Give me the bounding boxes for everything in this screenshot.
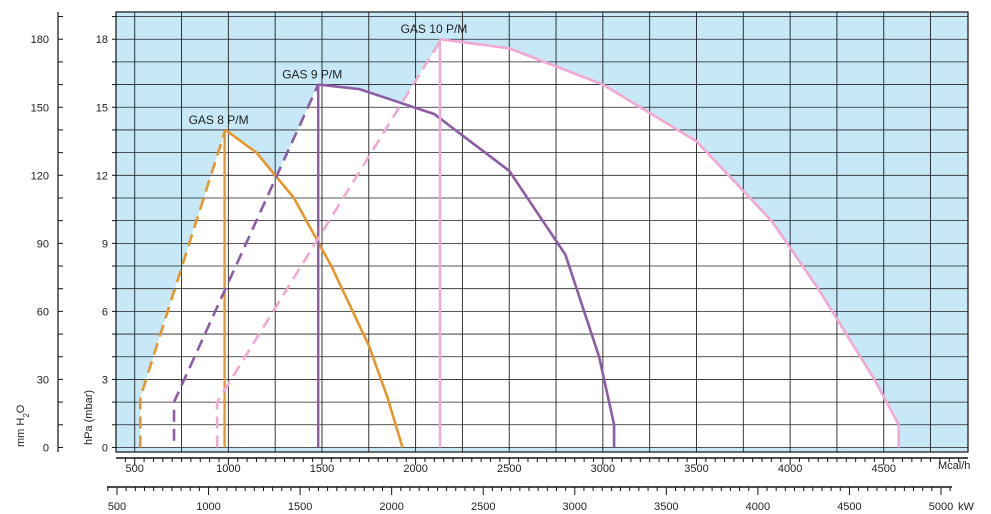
y2tick-label-150: 150 <box>31 102 49 114</box>
x-secondary-axis: 500 1000 1500 2000 2500 3000 3500 4000 4500 5000 <box>107 486 953 513</box>
y-secondary-tick-labels: 0 30 60 90 120 150 180 <box>31 34 49 454</box>
series-labels: GAS 8 P/M GAS 9 P/M GAS 10 P/M <box>189 22 468 127</box>
ytick-label-12: 12 <box>96 170 108 182</box>
x-secondary-axis-label: kW <box>958 501 975 513</box>
xtick-label-4500: 4500 <box>871 463 895 475</box>
x2tick-label-4000: 4000 <box>746 501 770 513</box>
x2tick-label-2000: 2000 <box>379 501 403 513</box>
ytick-label-18: 18 <box>96 34 108 46</box>
series-3-dashed-line <box>215 40 442 448</box>
series-2-curve <box>318 83 616 448</box>
y-tick-labels: 0 3 6 9 12 15 18 <box>96 34 108 454</box>
series-3-curve <box>439 37 901 448</box>
xtick-label-3500: 3500 <box>684 463 708 475</box>
xtick-label-2500: 2500 <box>497 463 521 475</box>
series-2-dashed-line <box>172 84 320 441</box>
y2tick-label-30: 30 <box>37 374 49 386</box>
x-tick-labels: 500 1000 1500 2000 2500 3000 3500 4000 4500 <box>126 463 896 475</box>
series-1-curve <box>224 128 404 448</box>
series-group <box>139 37 901 448</box>
xtick-label-500: 500 <box>126 463 144 475</box>
x2tick-label-5000: 5000 <box>929 501 953 513</box>
ytick-label-9: 9 <box>102 238 108 250</box>
x2tick-label-4500: 4500 <box>837 501 861 513</box>
x2tick-label-500: 500 <box>108 501 126 513</box>
x2tick-label-1500: 1500 <box>288 501 312 513</box>
xtick-label-2000: 2000 <box>403 463 427 475</box>
series-1-dashed-line <box>139 131 226 448</box>
xtick-label-1000: 1000 <box>216 463 240 475</box>
xtick-label-3000: 3000 <box>591 463 615 475</box>
series-label-3: GAS 10 P/M <box>401 22 468 36</box>
x2tick-label-3000: 3000 <box>563 501 587 513</box>
y-axis-label: hPa (mbar) <box>83 390 95 445</box>
x2tick-label-3500: 3500 <box>654 501 678 513</box>
plot-frame <box>57 11 969 459</box>
tick-marks <box>58 16 960 465</box>
ytick-label-3: 3 <box>102 374 108 386</box>
x-axis-label: Mcal/h <box>938 460 970 472</box>
x2tick-label-2500: 2500 <box>471 501 495 513</box>
ytick-label-15: 15 <box>96 102 108 114</box>
ytick-label-6: 6 <box>102 306 108 318</box>
y2tick-label-0: 0 <box>43 442 49 454</box>
y2tick-label-120: 120 <box>31 170 49 182</box>
y-secondary-axis-label: mm H2O <box>15 404 31 447</box>
y2tick-label-180: 180 <box>31 34 49 46</box>
xtick-label-1500: 1500 <box>310 463 334 475</box>
series-label-1: GAS 8 P/M <box>189 113 249 127</box>
ytick-label-0: 0 <box>102 442 108 454</box>
x2tick-label-1000: 1000 <box>196 501 220 513</box>
y2tick-label-60: 60 <box>37 306 49 318</box>
y2tick-label-90: 90 <box>37 238 49 250</box>
plot-border <box>115 11 969 453</box>
series-label-2: GAS 9 P/M <box>282 68 342 82</box>
xtick-label-4000: 4000 <box>778 463 802 475</box>
